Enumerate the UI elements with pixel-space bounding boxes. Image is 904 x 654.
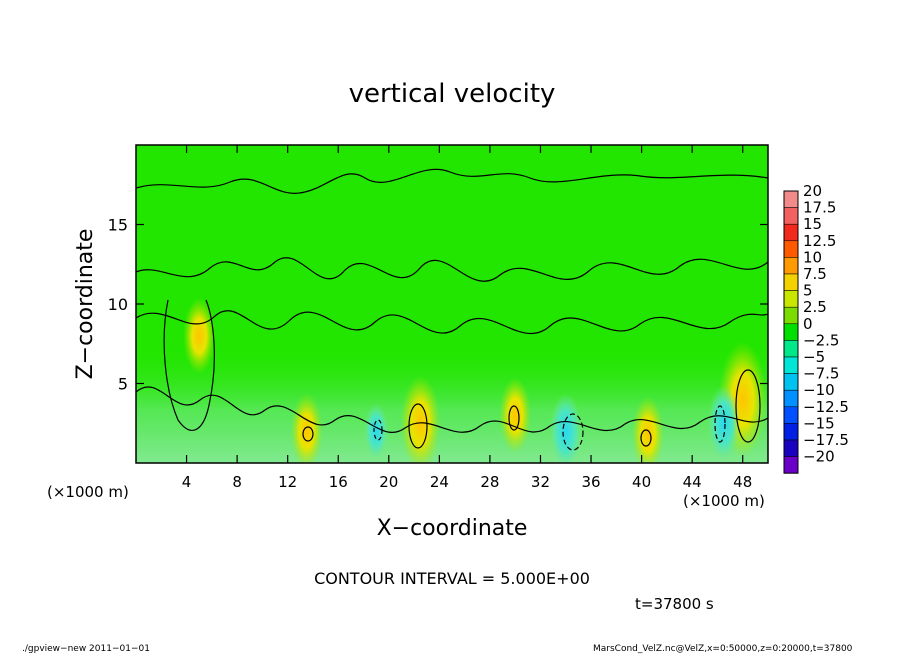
colorbar-swatch [783,190,799,208]
x-tick-label: 24 [430,473,449,491]
contour-line-upper [136,168,768,194]
colorbar-label: 5 [803,282,813,300]
colorbar-label: 0 [803,315,813,333]
y-axis-label: Z−coordinate [73,229,98,380]
colorbar-swatch [783,389,799,408]
heatmap-field [136,145,768,463]
velocity-cell [290,393,323,463]
colorbar-label: −17.5 [803,431,849,449]
contour-cell-48 [735,369,761,443]
contour-plume-left [163,299,215,431]
velocity-cell [707,385,740,462]
chart-title: vertical velocity [349,79,556,109]
colorbar-label: 17.5 [803,199,836,217]
colorbar-swatch [783,223,799,242]
velocity-cell [400,375,441,463]
colorbar-swatch [783,406,799,424]
velocity-cell [183,297,216,374]
colorbar-swatch [783,373,799,391]
x-tick-label: 12 [278,473,297,491]
colorbar-label: −20 [803,448,835,466]
contour-cell-13 [302,426,314,442]
contour-lines [136,168,768,451]
contour-cell-neg-46 [714,405,726,443]
contour-interval-note: CONTOUR INTERVAL = 5.000E+00 [314,569,590,588]
contour-line-mid-lower [136,310,768,334]
footer-left: ./gpview−new 2011−01−01 [22,644,150,654]
colorbar-label: −7.5 [803,365,839,383]
contour-cell-40 [640,429,652,447]
x-tick-label: 28 [480,473,499,491]
colorbar-swatch [783,323,799,341]
colorbar-label: 15 [803,215,822,233]
x-tick-label: 32 [531,473,550,491]
x-unit-left: (×1000 m) [47,483,129,501]
colorbar-label: 12.5 [803,232,836,250]
time-note: t=37800 s [635,595,714,613]
colorbar-frame [783,190,799,474]
x-axis: 4 8 12 16 20 24 28 32 36 40 44 48 [182,145,752,491]
y-tick-label: 5 [118,375,128,394]
contour-line-lower [136,386,768,434]
contour-cell-neg-34 [562,413,584,451]
colorbar-label: −12.5 [803,398,849,416]
x-unit-right: (×1000 m) [683,492,765,510]
velocity-cell [549,393,582,463]
velocity-cell [631,396,664,463]
colorbar-label: −2.5 [803,331,839,349]
colorbar-label: −10 [803,381,835,399]
colorbar-swatch [783,257,799,275]
velocity-cell [499,377,532,454]
x-tick-label: 40 [632,473,651,491]
y-tick-label: 15 [108,216,128,235]
colorbar-label: −5 [803,348,825,366]
colorbar-swatch [783,456,799,474]
colorbar-label: 2.5 [803,298,827,316]
colorbar: 2017.51512.5107.552.50−2.5−5−7.5−10−12.5… [783,182,849,474]
colorbar-swatch [783,423,799,441]
contour-cell-22 [408,403,428,449]
x-tick-label: 8 [232,473,242,491]
colorbar-swatch [783,207,799,225]
colorbar-swatch [783,439,799,457]
x-tick-label: 16 [329,473,348,491]
footer-right: MarsCond_VelZ.nc@VelZ,x=0:50000,z=0:2000… [593,644,853,654]
colorbar-swatch [783,340,799,358]
y-tick-label: 10 [108,295,128,314]
x-tick-label: 20 [379,473,398,491]
contour-cell-neg-19 [373,419,383,441]
x-tick-label: 48 [733,473,752,491]
y-axis: 5 10 15 [108,216,768,394]
x-tick-label: 36 [581,473,600,491]
colorbar-label: 10 [803,248,822,266]
colorbar-swatch [783,306,799,325]
x-axis-label: X−coordinate [377,516,528,541]
contour-line-middle [136,257,768,282]
colorbar-label: −15 [803,414,835,432]
colorbar-swatch [783,240,799,258]
velocity-cell [364,403,389,460]
x-tick-label: 4 [182,473,192,491]
contour-cell-30 [508,405,520,431]
x-tick-label: 44 [683,473,702,491]
colorbar-swatch [783,290,799,308]
colorbar-swatch [783,273,799,291]
colorbar-label: 7.5 [803,265,827,283]
colorbar-swatch [783,356,799,374]
colorbar-label: 20 [803,182,822,200]
